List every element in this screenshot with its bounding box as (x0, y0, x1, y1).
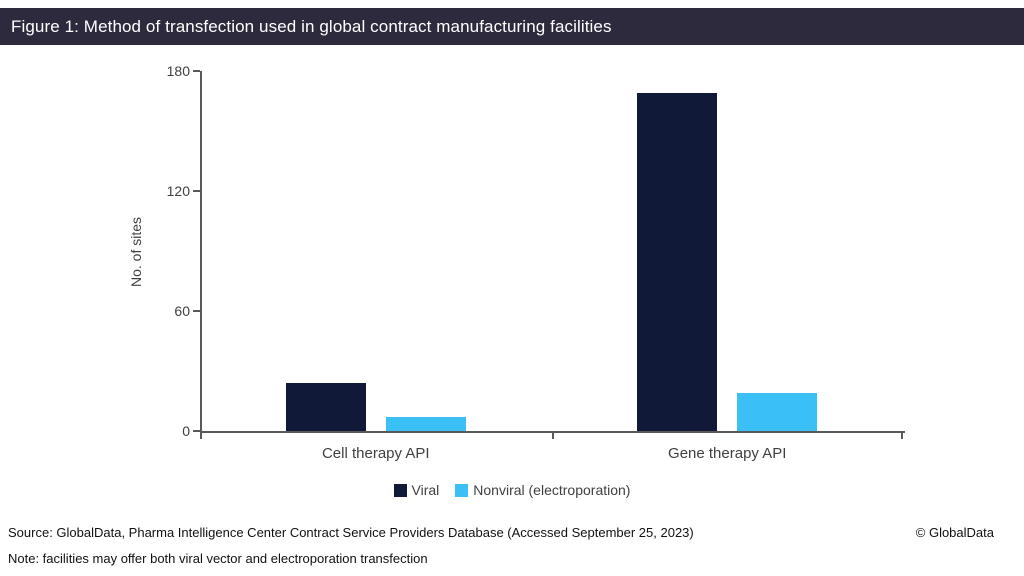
y-tick-mark (193, 70, 200, 72)
x-tick-mark (901, 433, 903, 439)
y-axis-title: No. of sites (128, 216, 144, 288)
x-axis-category-label: Gene therapy API (668, 445, 787, 462)
legend: Viral Nonviral (electroporation) (0, 482, 1024, 498)
note-text: Note: facilities may offer both viral ve… (8, 551, 428, 566)
plot-area (200, 71, 905, 433)
y-tick-mark (193, 310, 200, 312)
bar-nonviral-electroporation-cell-therapy-api (385, 417, 466, 431)
legend-label-viral: Viral (411, 482, 440, 498)
y-tick-label: 180 (166, 63, 190, 79)
figure-title-bar: Figure 1: Method of transfection used in… (0, 8, 1024, 45)
legend-label-nonviral: Nonviral (electroporation) (473, 482, 631, 498)
source-text: Source: GlobalData, Pharma Intelligence … (8, 525, 694, 540)
bar-viral-gene-therapy-api (637, 93, 718, 431)
viral-legend-swatch-icon (393, 483, 407, 497)
copyright-text: © GlobalData (915, 525, 994, 540)
bar-nonviral-electroporation-gene-therapy-api (737, 393, 818, 431)
x-axis-category-label: Cell therapy API (321, 445, 430, 462)
figure-title: Figure 1: Method of transfection used in… (11, 16, 612, 36)
x-tick-mark (551, 433, 554, 439)
nonviral-legend-swatch-icon (455, 483, 469, 497)
bar-viral-cell-therapy-api (285, 383, 366, 431)
y-tick-label: 0 (182, 423, 190, 439)
x-tick-mark (200, 433, 202, 439)
legend-item-nonviral: Nonviral (electroporation) (455, 482, 630, 498)
y-tick-label: 60 (174, 303, 190, 319)
y-tick-mark (193, 190, 200, 192)
legend-item-viral: Viral (393, 482, 440, 498)
y-tick-label: 120 (166, 183, 190, 199)
y-tick-mark (193, 430, 200, 432)
